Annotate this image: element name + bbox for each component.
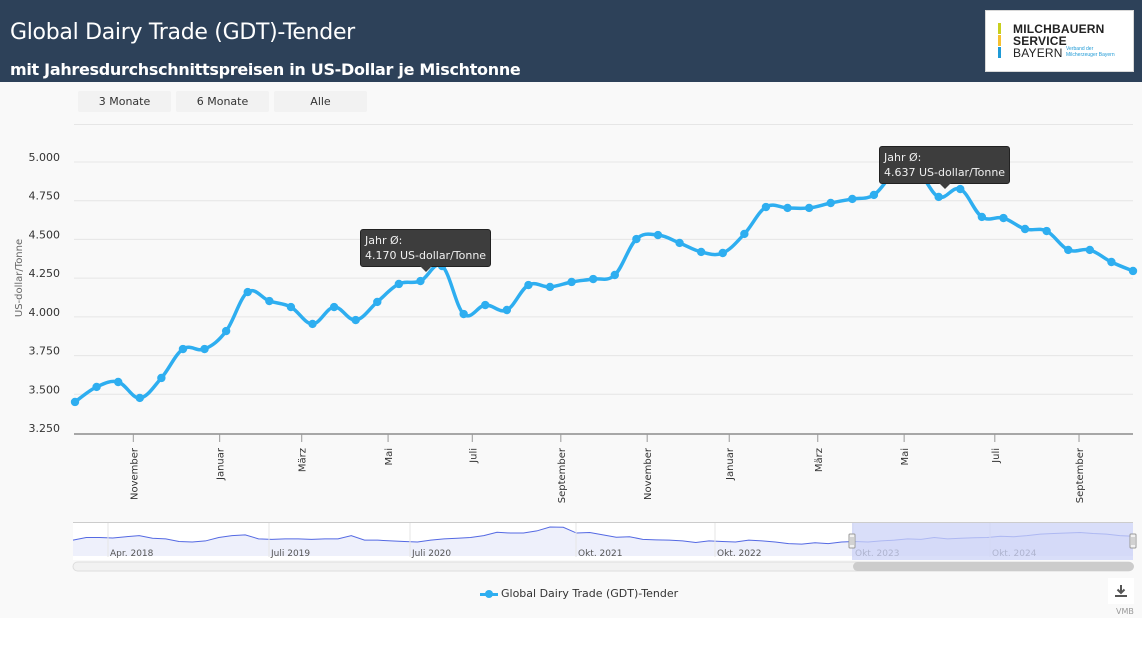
range-button-6-months[interactable]: 6 Monate [176, 91, 269, 112]
legend-label: Global Dairy Trade (GDT)-Tender [501, 587, 679, 600]
range-button-3-months[interactable]: 3 Monate [78, 91, 171, 112]
download-button[interactable] [1108, 578, 1134, 604]
logo-bar-orange [998, 35, 1001, 46]
legend-item[interactable]: Global Dairy Trade (GDT)-Tender [480, 587, 678, 600]
tooltip-label: Jahr Ø: [884, 151, 922, 164]
logo-line-2: SERVICE [1013, 34, 1067, 48]
tooltip-annotation-2: Jahr Ø: 4.637 US-dollar/Tonne [879, 146, 1011, 189]
tooltip-value: 4.170 US-dollar/Tonne [365, 249, 487, 262]
tooltip-annotation-1: Jahr Ø: 4.170 US-dollar/Tonne [360, 229, 492, 272]
header-bar: Global Dairy Trade (GDT)-Tender mit Jahr… [0, 0, 1142, 82]
download-icon [1115, 585, 1127, 597]
logo-line-1: MILCHBAUERN [1013, 22, 1105, 36]
logo-bar-blue [998, 47, 1001, 58]
tooltip-label: Jahr Ø: [365, 234, 403, 247]
range-button-all[interactable]: Alle [274, 91, 367, 112]
logo-line-3: BAYERN [1013, 46, 1063, 60]
logo-bar-yellowgreen [998, 23, 1001, 34]
credit-label: VMB [1116, 607, 1134, 616]
logo: MILCHBAUERN SERVICE BAYERN Verband der M… [985, 10, 1134, 72]
page-subtitle: mit Jahresdurchschnittspreisen in US-Dol… [10, 60, 521, 79]
tooltip-value: 4.637 US-dollar/Tonne [884, 166, 1006, 179]
legend-marker-icon [480, 589, 498, 599]
logo-tagline: Verband der Milcherzeuger Bayern [1066, 46, 1115, 58]
page-title: Global Dairy Trade (GDT)-Tender [10, 20, 355, 45]
